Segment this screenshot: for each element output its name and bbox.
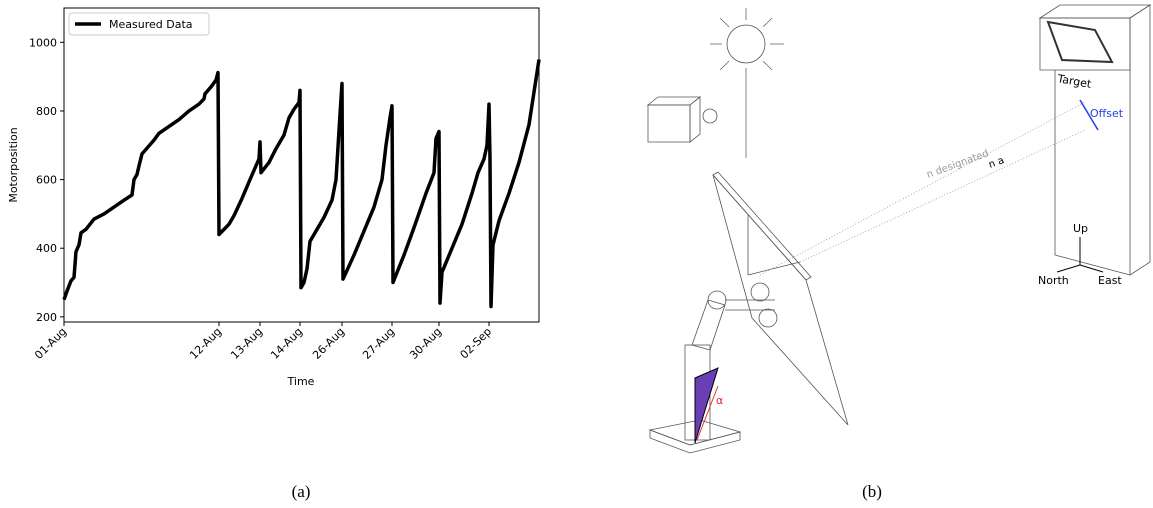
compass-label: Up [1073,222,1088,235]
compass-label: North [1038,274,1069,287]
tower [1040,5,1150,275]
x-tick-label: 01-Aug [32,325,69,362]
caption: (a) [292,482,311,501]
compass-label: East [1098,274,1122,287]
x-tick-label: 13-Aug [228,325,265,362]
angle-label: α [716,394,723,407]
vector-label: n a [987,155,1005,171]
diagram: α n designated n a Target Offset Up Nort… [648,5,1150,453]
vector-label: n designated [925,148,990,181]
x-tick-label: 14-Aug [268,325,305,362]
figure-canvas: Time Motorposition (a) (b) [0,0,1153,508]
x-tick-label: 12-Aug [187,325,224,362]
y-tick-label: 1000 [29,36,57,49]
data-line [64,59,539,306]
ray [800,130,1085,262]
x-tick-label: 26-Aug [310,325,347,362]
camera [648,97,717,142]
x-axis-label: Time [287,375,315,388]
y-axis-label: Motorposition [7,127,20,202]
x-tick-label: 27-Aug [360,325,397,362]
offset-label: Offset [1090,107,1124,120]
y-tick-label: 600 [36,174,57,187]
heliostat-mirror [713,172,848,425]
compass [1057,237,1103,272]
figure: Time Motorposition (a) (b) [0,0,1153,508]
sun-rays [710,8,784,158]
target-label: Target [1055,72,1092,91]
y-tick-label: 200 [36,311,57,324]
legend-label: Measured Data [109,18,193,31]
x-tick-label: 30-Aug [407,325,444,362]
y-tick-label: 800 [36,105,57,118]
robot-arm [650,283,777,453]
tilt-wedge [695,368,718,443]
y-tick-label: 400 [36,242,57,255]
x-tick-label: 02-Sep [458,325,495,362]
caption: (b) [862,482,882,501]
ray [760,102,1085,275]
sun [727,25,765,63]
